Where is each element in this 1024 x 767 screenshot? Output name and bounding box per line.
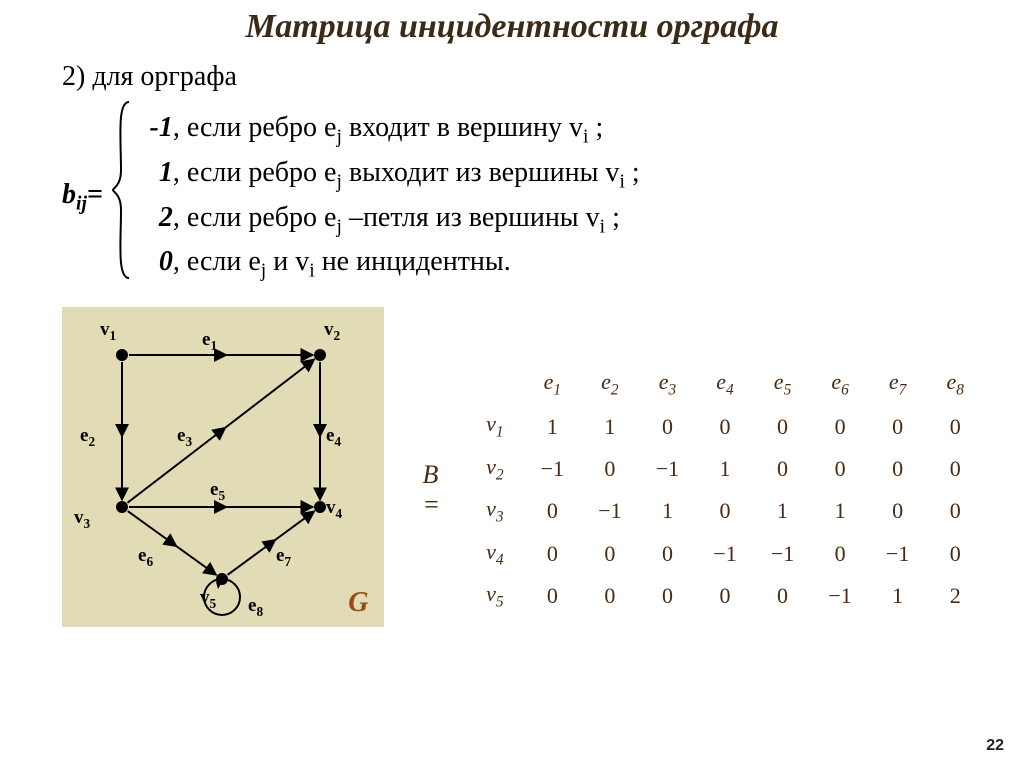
matrix-label: B =: [422, 460, 462, 520]
matrix-cell: 1: [581, 405, 639, 447]
matrix-cell: 0: [754, 448, 812, 490]
matrix-cell: 1: [811, 490, 869, 532]
matrix-cell: −1: [524, 448, 582, 490]
matrix-col-header: e1: [524, 363, 582, 405]
matrix-cell: 0: [581, 448, 639, 490]
intro-line: 2) для орграфа: [62, 56, 974, 98]
matrix-col-header: e6: [811, 363, 869, 405]
matrix-col-header: e5: [754, 363, 812, 405]
matrix-cell: 0: [639, 405, 697, 447]
edge-label: e5: [210, 479, 225, 504]
matrix-row-header: v5: [466, 575, 523, 617]
cases-list: -1, если ребро ej входит в вершину vi ;1…: [133, 107, 640, 287]
node-label: v3: [74, 507, 90, 532]
matrix-cell: −1: [581, 490, 639, 532]
edge-label: e7: [276, 545, 291, 570]
matrix-cell: 0: [754, 575, 812, 617]
matrix-cell: 0: [811, 405, 869, 447]
matrix-cell: 1: [524, 405, 582, 447]
matrix-row-header: v3: [466, 490, 523, 532]
matrix-cell: 1: [869, 575, 927, 617]
edge-label: e2: [80, 425, 95, 450]
matrix-cell: 0: [639, 575, 697, 617]
matrix-cell: −1: [696, 533, 754, 575]
matrix-cell: 0: [754, 405, 812, 447]
brace-icon: [111, 100, 133, 293]
matrix-cell: 0: [869, 490, 927, 532]
matrix-cell: 0: [696, 405, 754, 447]
matrix-cell: 0: [926, 490, 984, 532]
node-label: v2: [324, 319, 340, 344]
matrix-col-header: e7: [869, 363, 927, 405]
matrix-cell: 1: [754, 490, 812, 532]
matrix-cell: 1: [639, 490, 697, 532]
matrix-cell: 0: [869, 405, 927, 447]
case-row: -1, если ребро ej входит в вершину vi ;: [133, 107, 640, 152]
matrix-col-header: e3: [639, 363, 697, 405]
matrix-cell: 0: [524, 490, 582, 532]
matrix-cell: 0: [524, 533, 582, 575]
matrix-cell: −1: [639, 448, 697, 490]
matrix-cell: −1: [869, 533, 927, 575]
matrix-cell: 0: [869, 448, 927, 490]
graph-diagram: G e1 e2 e3 e4 e5 e6 e7 e8 v1 v2 v3 v4 v5: [62, 307, 384, 627]
edge-label: e8: [248, 595, 263, 620]
node-label: v5: [200, 587, 216, 612]
matrix-col-header: e4: [696, 363, 754, 405]
matrix-cell: 0: [811, 448, 869, 490]
edge-label: e4: [326, 425, 341, 450]
matrix-cell: 2: [926, 575, 984, 617]
matrix-col-header: e2: [581, 363, 639, 405]
matrix-cell: 1: [696, 448, 754, 490]
bij-label: bij=: [62, 174, 103, 219]
edge-label: e3: [177, 425, 192, 450]
matrix-cell: 0: [524, 575, 582, 617]
incidence-matrix: B = e1e2e3e4e5e6e7e8v111000000v2−10−1100…: [422, 307, 984, 617]
matrix-cell: 0: [926, 448, 984, 490]
edge-label: e1: [202, 329, 217, 354]
matrix-cell: 0: [581, 575, 639, 617]
matrix-cell: 0: [696, 490, 754, 532]
matrix-cell: 0: [926, 533, 984, 575]
node-label: v4: [326, 497, 342, 522]
graph-label: G: [348, 587, 368, 619]
matrix-col-header: e8: [926, 363, 984, 405]
matrix-cell: 0: [696, 575, 754, 617]
matrix-cell: 0: [926, 405, 984, 447]
matrix-cell: −1: [754, 533, 812, 575]
edge-label: e6: [138, 545, 153, 570]
case-row: 2, если ребро ej –петля из вершины vi ;: [133, 197, 640, 242]
matrix-cell: 0: [811, 533, 869, 575]
case-row: 1, если ребро ej выходит из вершины vi ;: [133, 152, 640, 197]
matrix-row-header: v1: [466, 405, 523, 447]
page-number: 22: [986, 737, 1004, 755]
page-title: Матрица инцидентности орграфа: [0, 0, 1024, 46]
matrix-row-header: v2: [466, 448, 523, 490]
case-row: 0, если ej и vi не инцидентны.: [133, 241, 640, 286]
matrix-cell: 0: [639, 533, 697, 575]
matrix-row-header: v4: [466, 533, 523, 575]
matrix-cell: 0: [581, 533, 639, 575]
matrix-cell: −1: [811, 575, 869, 617]
node-label: v1: [100, 319, 116, 344]
